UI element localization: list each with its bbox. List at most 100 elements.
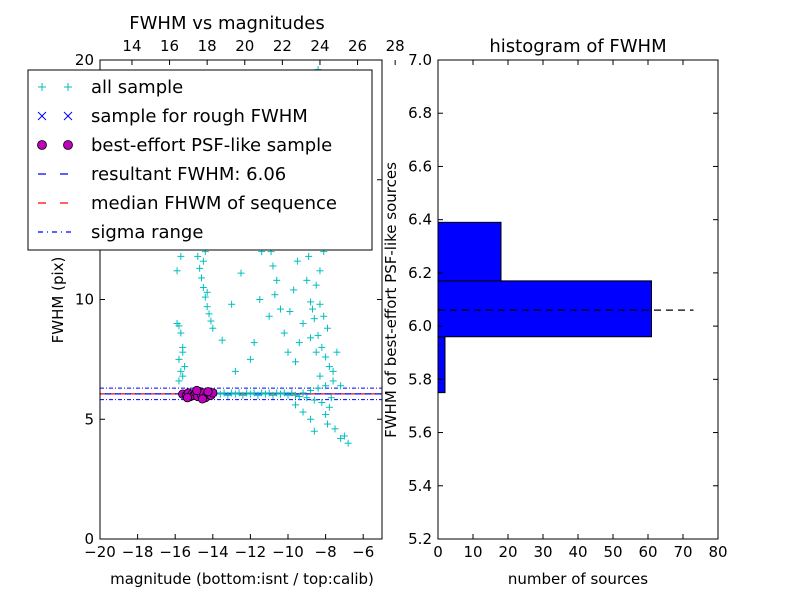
histogram-ytick-label: 7.0 <box>408 51 432 69</box>
scatter-point-plus <box>299 408 307 416</box>
scatter-point-plus <box>299 319 307 327</box>
scatter-point-plus <box>269 391 277 399</box>
legend-entry: resultant FWHM: 6.06 <box>38 164 286 185</box>
scatter-point-plus <box>261 390 269 398</box>
scatter-point-plus <box>228 389 236 397</box>
scatter-point-plus <box>322 410 330 418</box>
scatter-point-plus <box>323 324 331 332</box>
legend-label: median FHWM of sequence <box>91 193 337 214</box>
scatter-xtick-label: −18 <box>122 543 154 561</box>
legend-x-b <box>63 111 73 121</box>
legend-entry: median FHWM of sequence <box>38 193 337 214</box>
scatter-point-plus <box>320 312 328 320</box>
scatter-legend: all sample sample for rough FWHM best-effo… <box>27 69 373 251</box>
scatter-point-plus <box>308 305 316 313</box>
legend-frame <box>27 69 373 251</box>
scatter-point-plus <box>207 317 215 325</box>
scatter-point-plus <box>295 392 303 400</box>
scatter-point-plus <box>307 415 315 423</box>
legend-entry: sigma range <box>38 222 203 243</box>
scatter-point-plus <box>280 389 288 397</box>
histogram-ytick-label: 6.4 <box>408 211 432 229</box>
legend-entry: best-effort PSF-like sample <box>37 135 332 156</box>
scatter-point-plus <box>322 353 330 361</box>
histogram-ytick-label: 5.8 <box>408 370 432 388</box>
legend-label: sample for rough FWHM <box>91 106 308 127</box>
scatter-ytick-label: 0 <box>84 530 94 548</box>
scatter-point-plus <box>314 331 322 339</box>
scatter-point-plus <box>218 336 226 344</box>
scatter-point-plus <box>199 284 207 292</box>
scatter-point-plus <box>286 307 294 315</box>
scatter-point-plus <box>250 389 258 397</box>
scatter-point-plus <box>246 390 254 398</box>
scatter-point-plus <box>256 296 264 303</box>
scatter-top-xtick-label: 16 <box>160 37 179 55</box>
scatter-point-plus <box>179 372 187 380</box>
histogram-panel: histogram of FWHM 0 10 20 30 40 50 60 70 80 5.2 5.… <box>382 36 728 588</box>
scatter-ytick-label: 10 <box>75 291 94 309</box>
scatter-point-plus <box>280 329 288 337</box>
scatter-point-plus <box>175 377 183 385</box>
scatter-point-plus <box>243 389 251 397</box>
scatter-point-plus <box>198 274 206 282</box>
histogram-plot-area <box>437 221 694 394</box>
scatter-point-plus <box>175 355 183 363</box>
scatter-point-plus <box>312 281 320 289</box>
scatter-point-plus <box>173 267 181 275</box>
scatter-point-plus <box>337 382 345 390</box>
scatter-point-plus <box>333 348 341 356</box>
scatter-plot-area <box>100 66 382 447</box>
scatter-point-plus <box>205 310 213 318</box>
scatter-point-plus <box>194 252 202 260</box>
scatter-point-plus <box>203 303 211 311</box>
histogram-bar <box>437 336 446 394</box>
scatter-point-plus <box>177 367 185 375</box>
scatter-point-plus <box>312 348 320 356</box>
histogram-ytick-label: 5.6 <box>408 424 432 442</box>
scatter-point-plus <box>299 389 307 397</box>
scatter-point-plus <box>325 363 333 371</box>
histogram-ytick-label: 5.2 <box>408 530 432 548</box>
scatter-point-plus <box>288 389 296 397</box>
scatter-top-xtick-label: 14 <box>122 37 141 55</box>
scatter-point-plus <box>254 391 262 399</box>
histogram-ytick-label: 6.0 <box>408 317 432 335</box>
scatter-point-plus <box>310 396 318 404</box>
scatter-point-plus <box>316 372 324 380</box>
scatter-point-plus <box>246 355 254 363</box>
legend-x-b <box>37 111 47 121</box>
scatter-point-plus <box>318 343 326 351</box>
scatter-xtick-label: −16 <box>159 543 191 561</box>
scatter-top-xtick-label: 28 <box>386 37 405 55</box>
scatter-point-circle <box>182 393 193 403</box>
scatter-point-plus <box>201 293 209 301</box>
scatter-point-plus <box>293 257 301 265</box>
scatter-point-plus <box>290 286 298 294</box>
scatter-point-plus <box>265 312 273 320</box>
histogram-xtick-label: 30 <box>533 543 552 561</box>
histogram-xtick-label: 40 <box>568 543 587 561</box>
scatter-point-plus <box>250 339 258 347</box>
scatter-point-plus <box>228 300 236 308</box>
scatter-title: FWHM vs magnitudes <box>129 13 324 34</box>
scatter-point-plus <box>177 329 185 337</box>
histogram-xtick-label: 10 <box>463 543 482 561</box>
histogram-xlabel: number of sources <box>508 570 648 588</box>
scatter-point-plus <box>331 425 339 433</box>
legend-circle <box>37 140 47 150</box>
scatter-ytick-label: 20 <box>75 51 94 69</box>
scatter-point-plus <box>181 363 189 371</box>
scatter-xtick-label: −20 <box>84 543 116 561</box>
scatter-point-plus <box>231 367 239 375</box>
histogram-xtick-label: 60 <box>638 543 657 561</box>
scatter-point-plus <box>269 262 277 270</box>
scatter-xtick-label: −8 <box>315 543 337 561</box>
scatter-point-plus <box>177 252 185 260</box>
scatter-point-plus <box>292 358 300 366</box>
scatter-point-plus <box>310 427 318 435</box>
scatter-top-xtick-label: 20 <box>235 37 254 55</box>
scatter-ytick-label: 5 <box>84 410 94 428</box>
scatter-point-plus <box>209 324 217 332</box>
scatter-top-xtick-label: 24 <box>310 37 329 55</box>
